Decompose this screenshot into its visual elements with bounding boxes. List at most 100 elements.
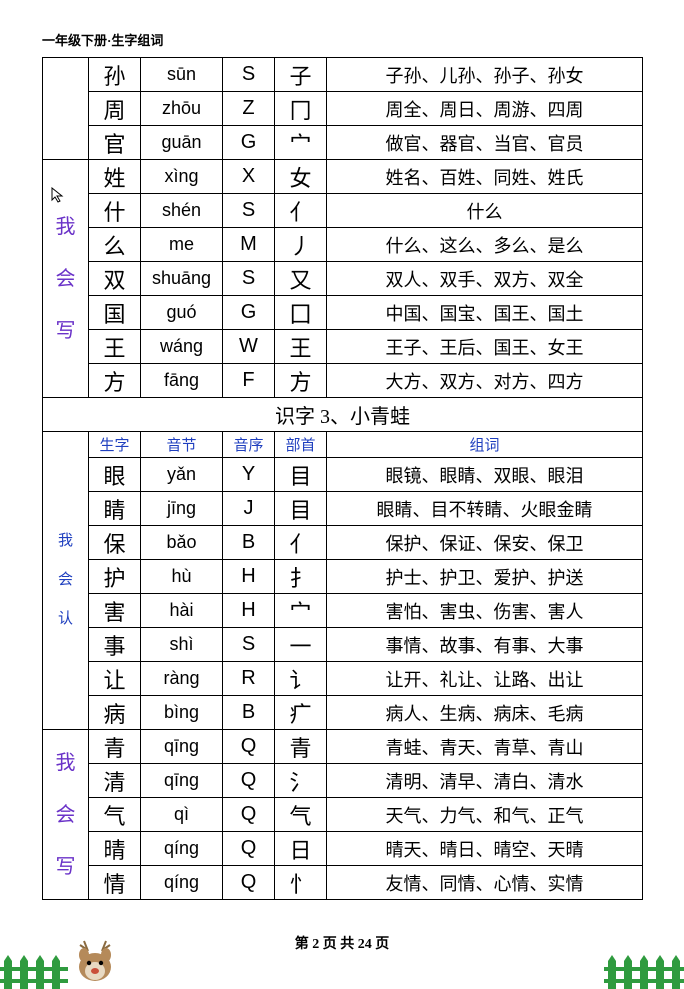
page-footer: 第 2 页 共 24 页 bbox=[0, 933, 684, 953]
char-cell: 保 bbox=[89, 526, 141, 560]
radical-cell: 目 bbox=[275, 458, 327, 492]
radical-cell: 丿 bbox=[275, 228, 327, 262]
words-cell: 什么、这么、多么、是么 bbox=[327, 228, 643, 262]
seq-cell: G bbox=[223, 126, 275, 160]
pinyin-cell: wáng bbox=[141, 330, 223, 364]
seq-cell: Q bbox=[223, 866, 275, 900]
pinyin-cell: xìng bbox=[141, 160, 223, 194]
seq-cell: S bbox=[223, 262, 275, 296]
col-header-words: 组词 bbox=[327, 432, 643, 458]
pinyin-cell: qì bbox=[141, 798, 223, 832]
radical-cell: 又 bbox=[275, 262, 327, 296]
char-cell: 方 bbox=[89, 364, 141, 398]
char-cell: 什 bbox=[89, 194, 141, 228]
table-row: 让 ràng R 讠 让开、礼让、让路、出让 bbox=[43, 662, 643, 696]
words-cell: 友情、同情、心情、实情 bbox=[327, 866, 643, 900]
char-cell: 睛 bbox=[89, 492, 141, 526]
pinyin-cell: hài bbox=[141, 594, 223, 628]
cursor-icon bbox=[51, 182, 65, 218]
table-row: 护 hù H 扌 护士、护卫、爱护、护送 bbox=[43, 560, 643, 594]
words-cell: 姓名、百姓、同姓、姓氏 bbox=[327, 160, 643, 194]
radical-cell: 青 bbox=[275, 730, 327, 764]
char-cell: 官 bbox=[89, 126, 141, 160]
radical-cell: 王 bbox=[275, 330, 327, 364]
section-title: 识字 3、小青蛙 bbox=[43, 398, 643, 432]
char-cell: 青 bbox=[89, 730, 141, 764]
col-header-char: 生字 bbox=[89, 432, 141, 458]
words-cell: 眼镜、眼睛、双眼、眼泪 bbox=[327, 458, 643, 492]
table-row: 清 qīng Q 氵 清明、清早、清白、清水 bbox=[43, 764, 643, 798]
seq-cell: S bbox=[223, 194, 275, 228]
table-row: 情 qíng Q 忄 友情、同情、心情、实情 bbox=[43, 866, 643, 900]
seq-cell: Q bbox=[223, 764, 275, 798]
table-row: 孙 sūn S 子 子孙、儿孙、孙子、孙女 bbox=[43, 58, 643, 92]
col-header-pinyin: 音节 bbox=[141, 432, 223, 458]
words-cell: 让开、礼让、让路、出让 bbox=[327, 662, 643, 696]
table-row: 害 hài H 宀 害怕、害虫、伤害、害人 bbox=[43, 594, 643, 628]
table-row: 方 fāng F 方 大方、双方、对方、四方 bbox=[43, 364, 643, 398]
char-cell: 害 bbox=[89, 594, 141, 628]
table-row: 双 shuāng S 又 双人、双手、双方、双全 bbox=[43, 262, 643, 296]
table-row: 事 shì S 一 事情、故事、有事、大事 bbox=[43, 628, 643, 662]
seq-cell: H bbox=[223, 560, 275, 594]
radical-cell: 讠 bbox=[275, 662, 327, 696]
seq-cell: F bbox=[223, 364, 275, 398]
fence-left bbox=[0, 949, 68, 989]
seq-cell: B bbox=[223, 696, 275, 730]
pinyin-cell: qíng bbox=[141, 832, 223, 866]
fence-right bbox=[604, 949, 684, 989]
radical-cell: 气 bbox=[275, 798, 327, 832]
table-row: 什 shén S 亻 什么 bbox=[43, 194, 643, 228]
words-cell: 病人、生病、病床、毛病 bbox=[327, 696, 643, 730]
col-header-radical: 部首 bbox=[275, 432, 327, 458]
vocab-table: 孙 sūn S 子 子孙、儿孙、孙子、孙女 周 zhōu Z 冂 周全、周日、周… bbox=[42, 57, 643, 900]
radical-cell: 方 bbox=[275, 364, 327, 398]
seq-cell: Z bbox=[223, 92, 275, 126]
radical-cell: 疒 bbox=[275, 696, 327, 730]
group-label-read: 我会认 bbox=[43, 432, 89, 730]
table-row: 周 zhōu Z 冂 周全、周日、周游、四周 bbox=[43, 92, 643, 126]
pinyin-cell: me bbox=[141, 228, 223, 262]
char-cell: 晴 bbox=[89, 832, 141, 866]
table-row: 晴 qíng Q 日 晴天、晴日、晴空、天晴 bbox=[43, 832, 643, 866]
words-cell: 中国、国宝、国王、国土 bbox=[327, 296, 643, 330]
radical-cell: 忄 bbox=[275, 866, 327, 900]
group-label-write: 我会写 bbox=[43, 160, 89, 398]
radical-cell: 扌 bbox=[275, 560, 327, 594]
seq-cell: X bbox=[223, 160, 275, 194]
char-cell: 双 bbox=[89, 262, 141, 296]
char-cell: 王 bbox=[89, 330, 141, 364]
char-cell: 让 bbox=[89, 662, 141, 696]
pinyin-cell: jīng bbox=[141, 492, 223, 526]
words-cell: 青蛙、青天、青草、青山 bbox=[327, 730, 643, 764]
pinyin-cell: shì bbox=[141, 628, 223, 662]
seq-cell: B bbox=[223, 526, 275, 560]
char-cell: 情 bbox=[89, 866, 141, 900]
char-cell: 护 bbox=[89, 560, 141, 594]
words-cell: 大方、双方、对方、四方 bbox=[327, 364, 643, 398]
char-cell: 么 bbox=[89, 228, 141, 262]
words-cell: 子孙、儿孙、孙子、孙女 bbox=[327, 58, 643, 92]
words-cell: 晴天、晴日、晴空、天晴 bbox=[327, 832, 643, 866]
radical-cell: 囗 bbox=[275, 296, 327, 330]
char-cell: 气 bbox=[89, 798, 141, 832]
table-row: 气 qì Q 气 天气、力气、和气、正气 bbox=[43, 798, 643, 832]
group-label-cont bbox=[43, 58, 89, 160]
char-cell: 事 bbox=[89, 628, 141, 662]
char-cell: 清 bbox=[89, 764, 141, 798]
table-row: 官 guān G 宀 做官、器官、当官、官员 bbox=[43, 126, 643, 160]
table-row: 我会写 姓 xìng X 女 姓名、百姓、同姓、姓氏 bbox=[43, 160, 643, 194]
words-cell: 护士、护卫、爱护、护送 bbox=[327, 560, 643, 594]
col-header-seq: 音序 bbox=[223, 432, 275, 458]
pinyin-cell: zhōu bbox=[141, 92, 223, 126]
char-cell: 眼 bbox=[89, 458, 141, 492]
seq-cell: S bbox=[223, 628, 275, 662]
radical-cell: 亻 bbox=[275, 194, 327, 228]
pinyin-cell: qíng bbox=[141, 866, 223, 900]
pinyin-cell: qīng bbox=[141, 730, 223, 764]
seq-cell: Y bbox=[223, 458, 275, 492]
table-row: 病 bìng B 疒 病人、生病、病床、毛病 bbox=[43, 696, 643, 730]
pinyin-cell: shuāng bbox=[141, 262, 223, 296]
radical-cell: 女 bbox=[275, 160, 327, 194]
table-row: 我会写 青 qīng Q 青 青蛙、青天、青草、青山 bbox=[43, 730, 643, 764]
